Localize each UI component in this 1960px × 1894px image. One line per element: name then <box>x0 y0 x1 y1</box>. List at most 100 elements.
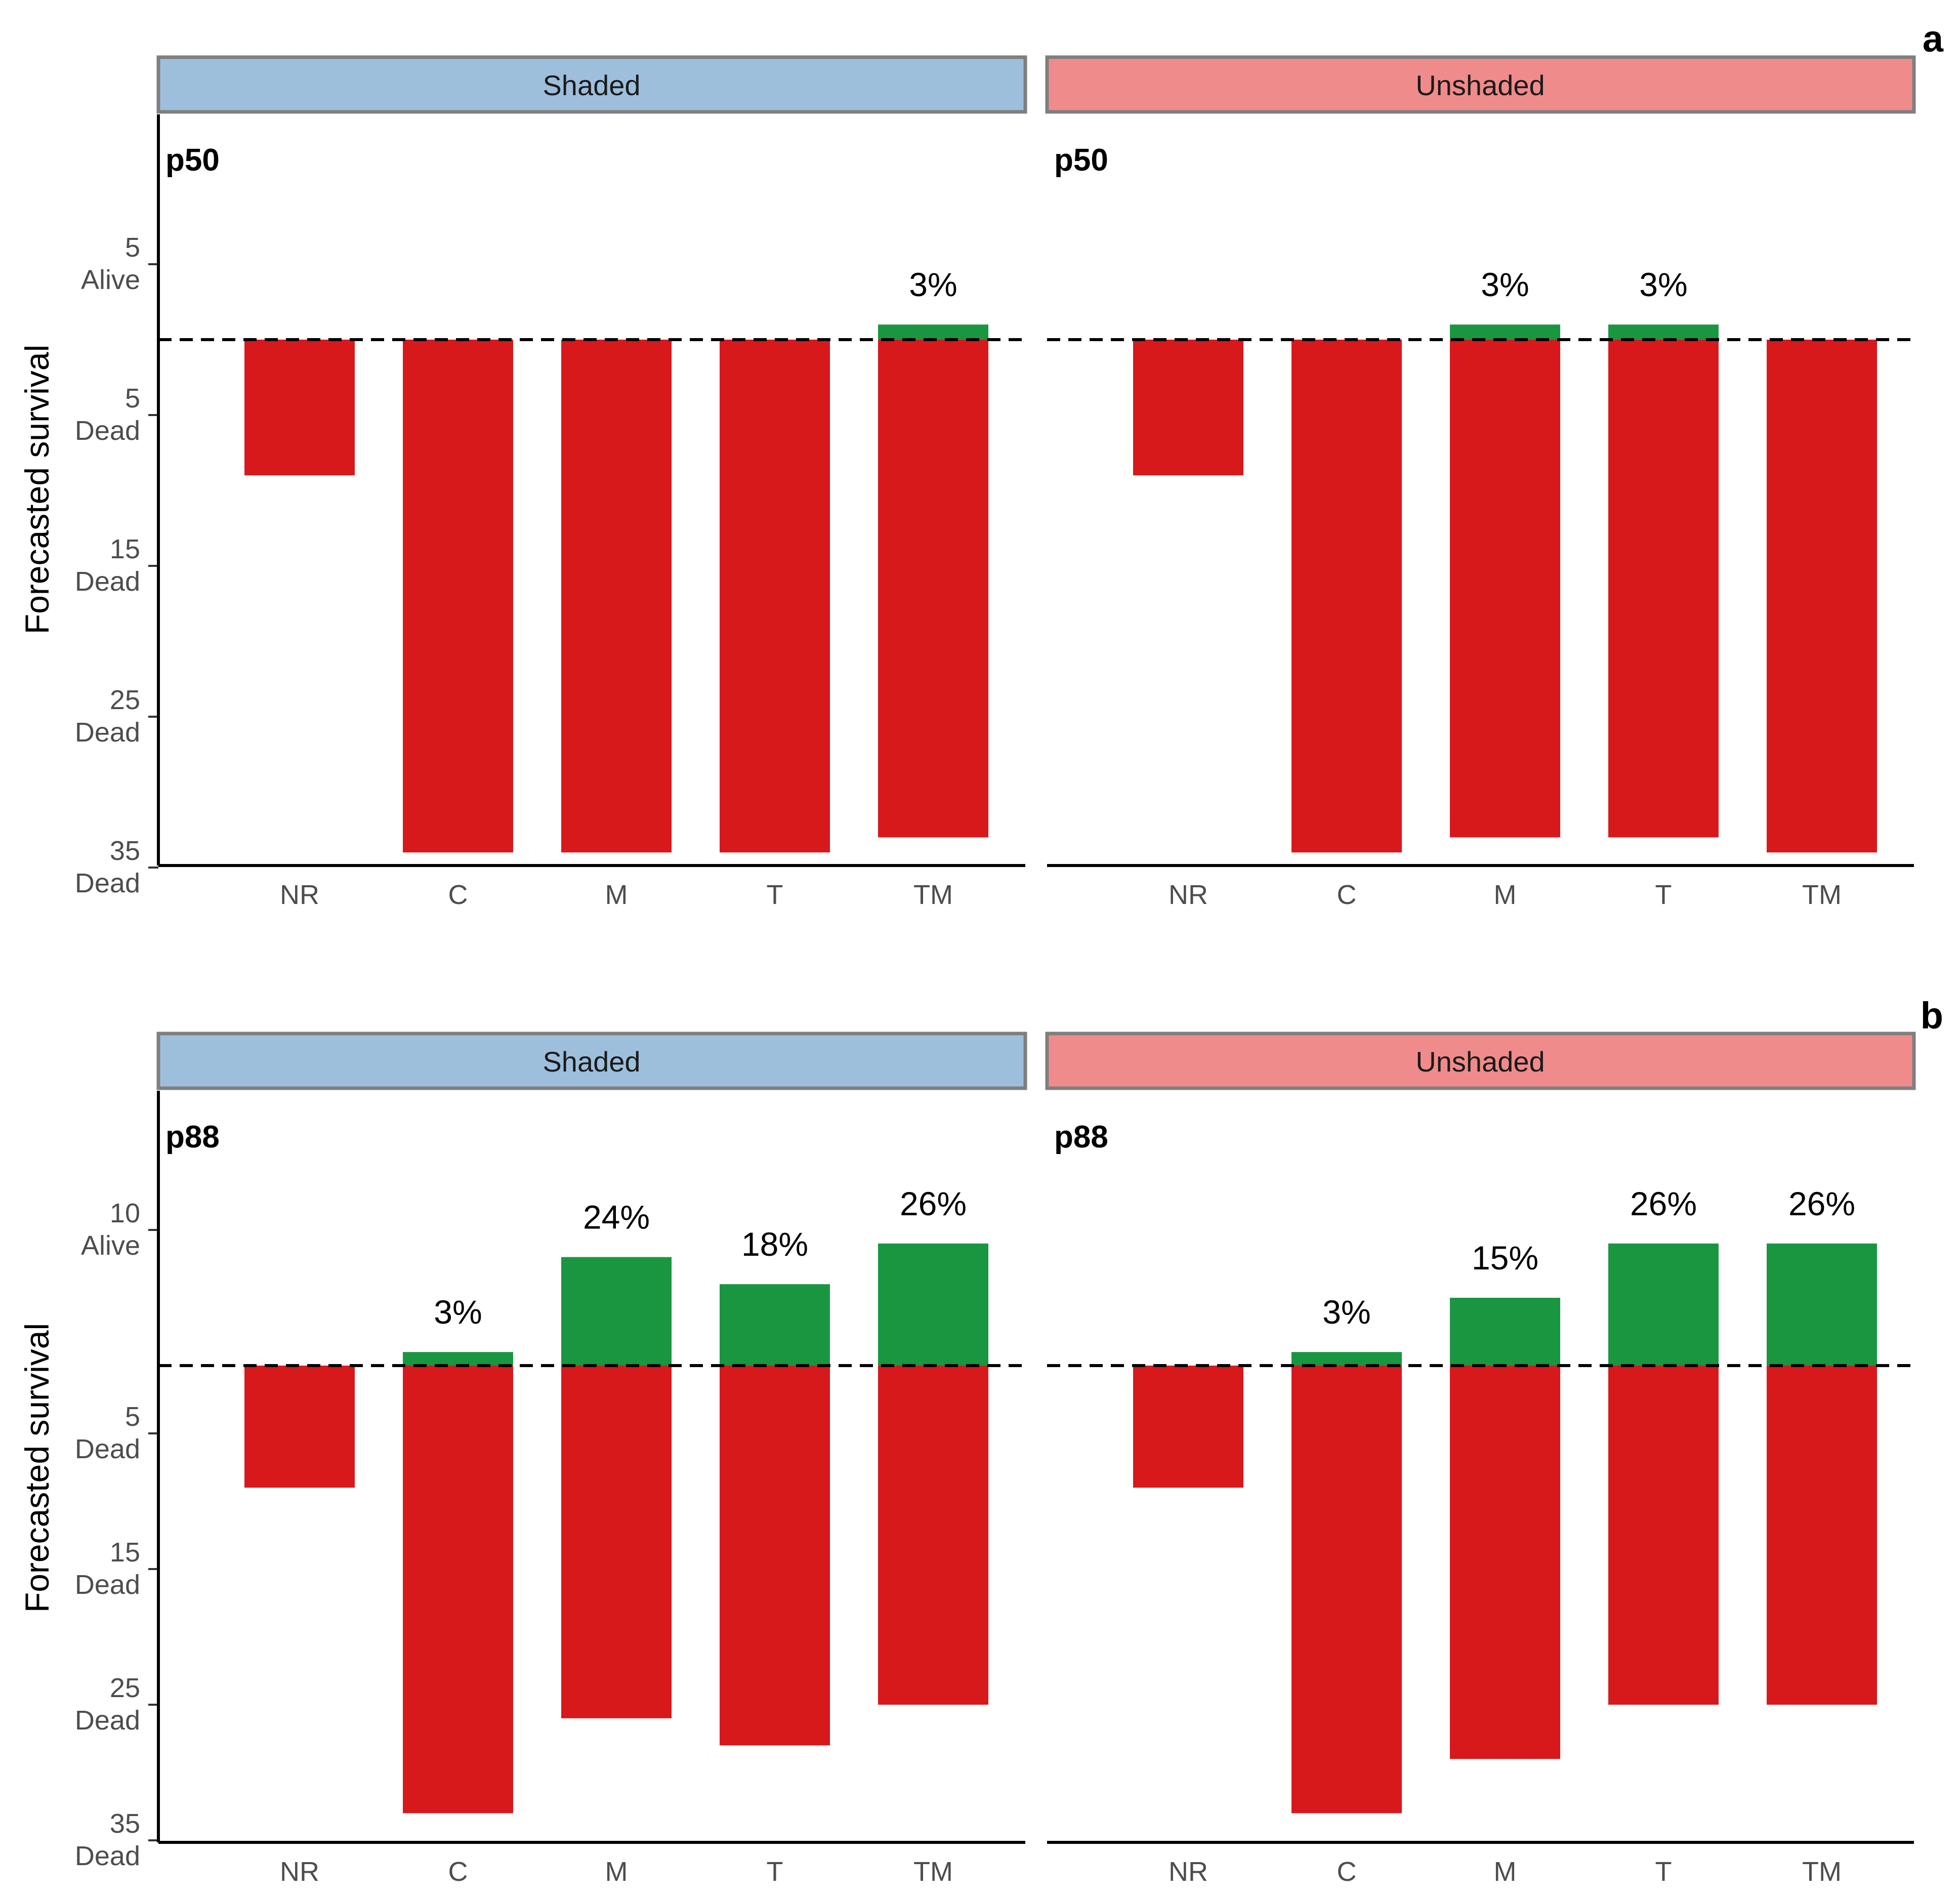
x-tick-label: C <box>1337 880 1357 910</box>
bar-alive-m <box>561 1257 672 1366</box>
x-tick-label: C <box>1337 1857 1357 1887</box>
y-tick-number: 5 <box>125 1402 140 1432</box>
bar-dead-nr <box>1133 340 1243 476</box>
pct-label-t: 3% <box>1639 266 1687 303</box>
bar-alive-tm <box>878 1243 988 1366</box>
y-tick-state: Dead <box>75 1570 140 1600</box>
y-tick-state: Dead <box>75 566 140 597</box>
bar-dead-nr <box>244 1366 355 1488</box>
y-tick-number: 15 <box>110 534 140 564</box>
bar-dead-c <box>1291 1366 1402 1814</box>
strip-label-unshaded-a: Unshaded <box>1415 69 1545 101</box>
y-tick-1: 5 Dead <box>75 1402 158 1464</box>
y-tick-number: 5 <box>125 383 140 414</box>
bar-dead-c <box>403 340 513 853</box>
bar-dead-tm <box>1767 340 1877 853</box>
bar-dead-m <box>561 340 672 853</box>
bar-alive-t <box>1608 324 1719 340</box>
strip-label-shaded-a: Shaded <box>543 69 640 101</box>
y-axis-title-b: Forecasted survival <box>18 1323 56 1613</box>
y-axis-title-a: Forecasted survival <box>18 345 56 634</box>
bar-alive-t <box>720 1284 830 1366</box>
strip-label-shaded-b: Shaded <box>543 1046 640 1078</box>
pct-label-m: 24% <box>583 1199 650 1236</box>
bars-a-unshaded: 3% 3% <box>1133 266 1877 853</box>
pct-label-m: 15% <box>1472 1239 1538 1277</box>
y-tick-3: 25 Dead <box>75 1673 158 1736</box>
figure-label-a: a <box>1923 18 1944 60</box>
strip-label-unshaded-b: Unshaded <box>1415 1046 1545 1078</box>
y-tick-state: Dead <box>75 868 140 898</box>
y-tick-number: 5 <box>125 232 140 263</box>
strip-unshaded-b <box>1045 1032 1916 1090</box>
panel-tag-b-right: p88 <box>1054 1120 1108 1155</box>
y-tick-state: Dead <box>75 1434 140 1464</box>
y-tick-state: Alive <box>81 265 140 295</box>
pct-label-t: 18% <box>741 1225 808 1263</box>
strip-shaded-b <box>156 1032 1027 1090</box>
bar-dead-tm <box>878 1366 988 1705</box>
strip-unshaded-a <box>1045 55 1916 114</box>
bar-dead-tm <box>1767 1366 1877 1705</box>
x-tick-label: M <box>1494 1857 1517 1887</box>
bar-dead-m <box>1450 1366 1560 1759</box>
bar-dead-m <box>561 1366 672 1718</box>
bar-dead-nr <box>244 340 355 476</box>
x-tick-label: C <box>448 880 468 910</box>
x-tick-label: M <box>1494 880 1517 910</box>
figure-label-b: b <box>1921 995 1943 1037</box>
bar-dead-t <box>1608 1366 1719 1705</box>
bar-alive-tm <box>1767 1243 1877 1366</box>
x-tick-label: TM <box>913 880 953 910</box>
x-tick-label: NR <box>1169 1857 1208 1887</box>
x-tick-label: TM <box>1802 1857 1842 1887</box>
y-tick-3: 25 Dead <box>75 685 158 748</box>
x-tick-label: C <box>448 1857 468 1887</box>
bar-dead-c <box>1291 340 1402 853</box>
pct-label-tm: 3% <box>909 266 957 303</box>
y-tick-4: 35 Dead <box>75 836 158 898</box>
panel-tag-a-left: p50 <box>165 143 220 178</box>
bar-dead-tm <box>878 340 988 838</box>
bar-alive-c <box>1291 1352 1402 1366</box>
y-tick-0: 5 Alive <box>81 232 158 295</box>
bar-alive-tm <box>878 324 988 340</box>
y-tick-2: 15 Dead <box>75 1537 158 1600</box>
pct-label-m: 3% <box>1481 266 1529 303</box>
y-tick-state: Dead <box>75 1705 140 1736</box>
bar-dead-t <box>1608 340 1719 838</box>
pct-label-tm: 26% <box>1788 1185 1855 1222</box>
bars-b-shaded: 3% 24% 18% 26% <box>244 1185 988 1814</box>
y-tick-number: 25 <box>110 685 140 715</box>
y-tick-1: 5 Dead <box>75 383 158 446</box>
y-tick-number: 35 <box>110 1808 140 1839</box>
y-tick-0: 10 Alive <box>81 1198 158 1261</box>
bar-alive-m <box>1450 324 1560 340</box>
y-tick-number: 25 <box>110 1673 140 1703</box>
bar-dead-t <box>720 340 830 853</box>
bar-alive-c <box>403 1352 513 1366</box>
y-tick-state: Alive <box>81 1230 140 1261</box>
x-tick-label: T <box>1655 880 1672 910</box>
x-tick-label: NR <box>280 880 319 910</box>
y-tick-state: Dead <box>75 416 140 446</box>
x-tick-label: M <box>605 880 628 910</box>
panel-tag-b-left: p88 <box>165 1120 220 1155</box>
bars-a-shaded: 3% <box>244 266 988 853</box>
strip-shaded-a <box>156 55 1027 114</box>
figure-b: b Shaded Unshaded p88 p88 Forecasted sur… <box>18 995 1943 1887</box>
x-tick-label: M <box>605 1857 628 1887</box>
bar-dead-c <box>403 1366 513 1814</box>
y-tick-number: 15 <box>110 1537 140 1568</box>
x-tick-label: NR <box>280 1857 319 1887</box>
pct-label-c: 3% <box>434 1293 482 1331</box>
y-tick-4: 35 Dead <box>75 1808 158 1871</box>
figure-a: a Shaded Unshaded p50 p50 Forecasted sur… <box>18 18 1944 910</box>
pct-label-c: 3% <box>1322 1293 1370 1331</box>
x-tick-label: TM <box>913 1857 953 1887</box>
panel-tag-a-right: p50 <box>1054 143 1108 178</box>
x-tick-label: T <box>1655 1857 1672 1887</box>
x-tick-label: TM <box>1802 880 1842 910</box>
bar-alive-t <box>1608 1243 1719 1366</box>
